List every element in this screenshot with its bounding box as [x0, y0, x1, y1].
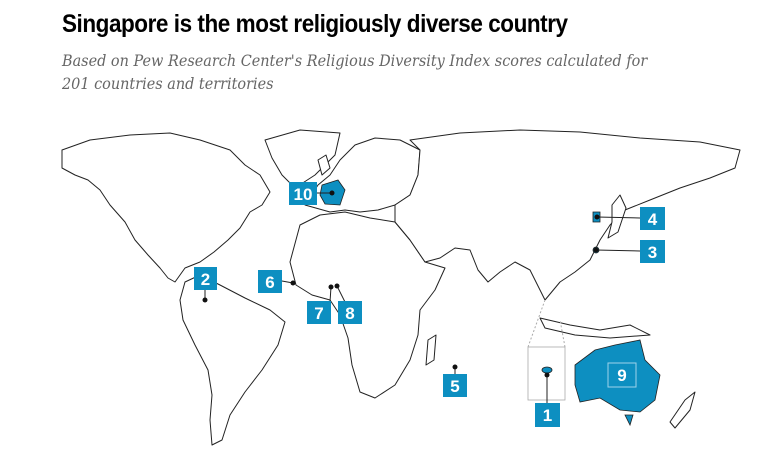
svg-text:10: 10 — [294, 185, 313, 204]
rank-label-7: 7 — [307, 301, 331, 324]
rank-label-8: 8 — [338, 301, 362, 324]
rank-label-5: 5 — [443, 374, 467, 397]
svg-text:3: 3 — [648, 243, 657, 262]
africa — [289, 211, 446, 399]
label-leaders — [202, 190, 641, 403]
rank-label-10: 10 — [289, 182, 317, 205]
japan — [607, 194, 627, 239]
rank-label-9: 9 — [607, 362, 637, 388]
australia-highlight — [574, 339, 661, 413]
greenland — [264, 129, 341, 189]
svg-text:4: 4 — [648, 210, 658, 229]
chart-subtitle: Based on Pew Research Center's Religious… — [62, 52, 648, 93]
svg-text:6: 6 — [265, 273, 274, 292]
asia — [394, 129, 741, 301]
tasmania-highlight — [624, 414, 634, 427]
south-america — [179, 274, 286, 446]
svg-text:2: 2 — [201, 270, 210, 289]
rank-label-6: 6 — [258, 270, 282, 293]
chart-title: Singapore is the most religiously divers… — [62, 10, 568, 38]
north-america — [61, 132, 271, 283]
madagascar — [425, 334, 437, 366]
svg-text:5: 5 — [450, 377, 459, 396]
indonesia — [539, 317, 651, 339]
svg-text:1: 1 — [543, 406, 552, 425]
uk — [317, 154, 331, 176]
rank-label-1: 1 — [535, 403, 560, 427]
singapore-highlight — [541, 366, 553, 374]
rank-label-3: 3 — [640, 240, 665, 263]
rank-label-4: 4 — [640, 207, 665, 230]
svg-text:8: 8 — [345, 304, 354, 323]
svg-text:7: 7 — [314, 304, 323, 323]
svg-text:9: 9 — [617, 366, 626, 385]
new-zealand — [669, 391, 696, 429]
rank-label-2: 2 — [194, 267, 217, 290]
